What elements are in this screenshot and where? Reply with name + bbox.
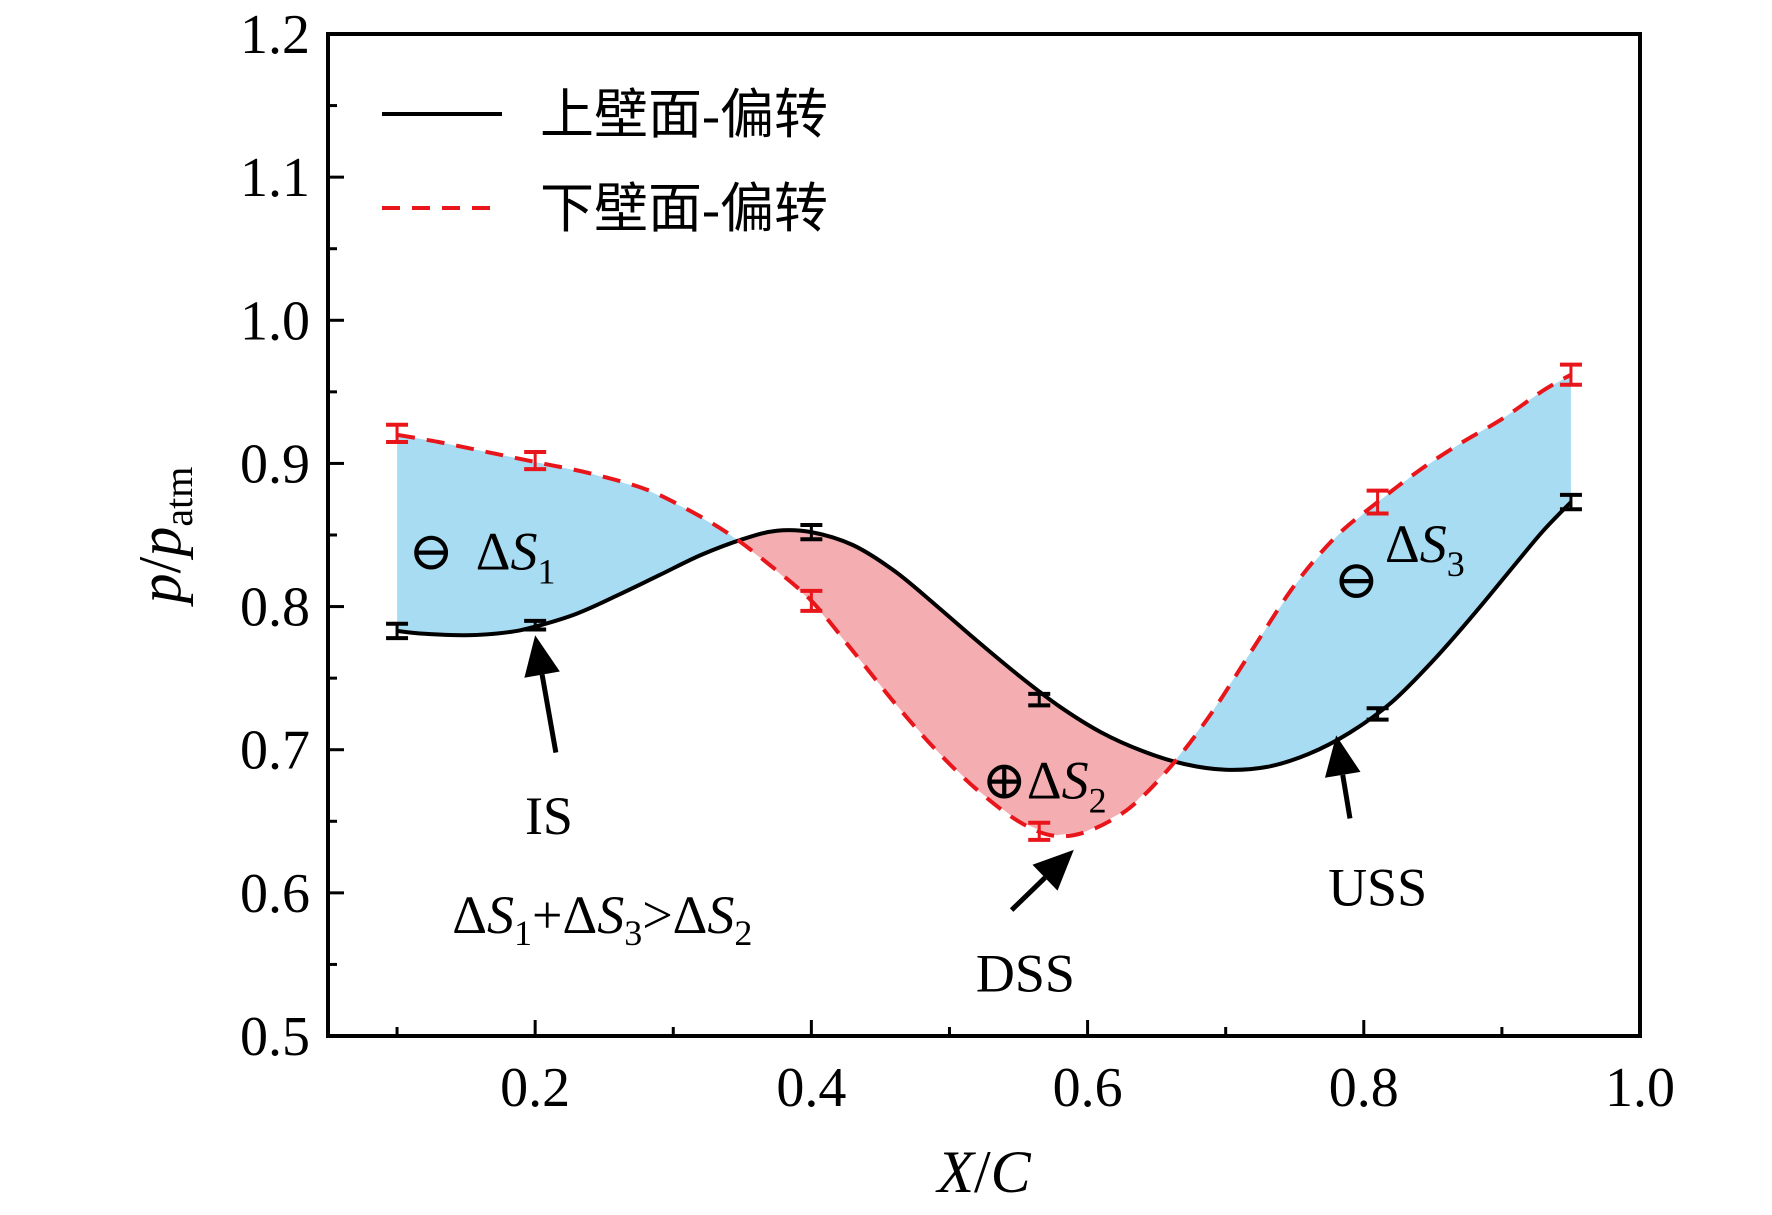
error-bar (1028, 691, 1051, 708)
x-tick-label: 0.8 (1329, 1057, 1399, 1119)
error-bar (800, 588, 823, 613)
annotation-is: IS (524, 635, 573, 846)
x-tick-label: 1.0 (1605, 1057, 1675, 1119)
x-tick-label: 0.2 (500, 1057, 570, 1119)
y-tick-label: 0.5 (240, 1006, 310, 1068)
legend-label-lower: 下壁面-偏转 (540, 179, 828, 239)
y-axis: 0.5 0.6 0.7 0.8 0.9 1.0 1.1 1.2 (240, 4, 344, 1068)
error-bar (524, 449, 547, 472)
error-bar (800, 522, 823, 542)
y-tick-label: 1.1 (240, 147, 310, 209)
error-bar (524, 618, 547, 632)
y-tick-label: 0.8 (240, 577, 310, 639)
series-line-upper-wall (396, 500, 1573, 772)
annotation-label: USS (1328, 858, 1427, 918)
y-tick-label: 1.0 (240, 290, 310, 352)
inequality-annotation: ΔS1+ΔS3>ΔS2 (452, 885, 752, 953)
x-tick-label: 0.6 (1053, 1057, 1123, 1119)
shaded-region-2 (735, 530, 1174, 836)
error-bar (1559, 362, 1582, 387)
y-tick-label: 1.2 (240, 4, 310, 66)
x-tick-label: 0.4 (776, 1057, 846, 1119)
annotation-uss: USS (1324, 735, 1427, 918)
y-tick-label: 0.7 (240, 720, 310, 782)
series-lines (396, 372, 1573, 839)
error-bar (1028, 820, 1051, 842)
annotation-label: DSS (976, 944, 1075, 1004)
shaded-regions (397, 374, 1571, 836)
region-label-s1: ⊖ ΔS1 (408, 521, 555, 591)
error-bars (386, 362, 1582, 842)
y-tick-label: 0.6 (240, 863, 310, 925)
arrow-head (1032, 849, 1074, 891)
error-bar (386, 621, 409, 641)
arrow-head (1324, 735, 1361, 778)
shaded-region-1 (397, 434, 736, 636)
annotation-label: IS (525, 786, 573, 846)
series-line-lower-wall (396, 372, 1572, 839)
y-tick-label: 0.9 (240, 433, 310, 495)
legend: 上壁面-偏转 下壁面-偏转 (382, 85, 828, 239)
error-bar (386, 422, 409, 444)
arrow-shaft (1009, 875, 1047, 912)
region-label-s3: ⊖ΔS3 (1334, 514, 1465, 610)
shaded-region-3 (1173, 374, 1571, 770)
arrow-shaft (539, 674, 559, 754)
region-labels: ⊖ ΔS1 ⊕ΔS2 ⊖ΔS3 (408, 514, 1464, 820)
x-axis: 0.2 0.4 0.6 0.8 1.0 (395, 1020, 1675, 1119)
error-bar (1559, 492, 1582, 512)
x-axis-title: X/C (935, 1139, 1031, 1205)
arrow-shaft (1340, 774, 1353, 819)
region-label-s2: ⊕ΔS2 (982, 750, 1107, 820)
annotation-arrows: IS DSS USS (524, 635, 1427, 1004)
annotation-dss: DSS (976, 849, 1075, 1004)
error-bar (1366, 706, 1389, 722)
error-bar (1366, 488, 1389, 516)
arrow-head (524, 635, 560, 678)
y-axis-title: p/patm (127, 467, 201, 608)
legend-label-upper: 上壁面-偏转 (540, 85, 828, 145)
